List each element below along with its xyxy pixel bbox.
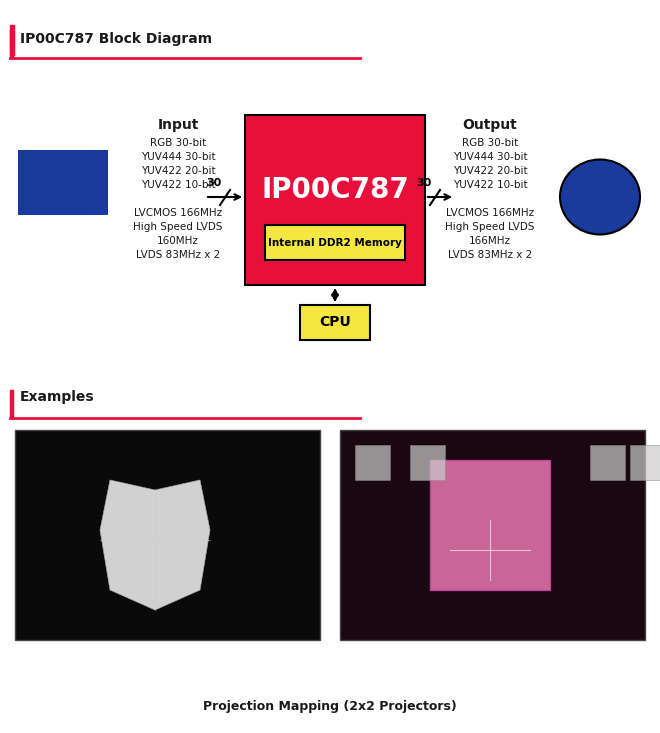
Text: YUV422 20-bit: YUV422 20-bit	[453, 166, 527, 176]
FancyBboxPatch shape	[245, 115, 425, 285]
Bar	[10, 25, 14, 55]
Text: LVDS 83MHz x 2: LVDS 83MHz x 2	[136, 250, 220, 260]
Text: YUV444 30-bit: YUV444 30-bit	[453, 152, 527, 162]
Text: Examples: Examples	[20, 390, 94, 404]
Bar	[430, 460, 550, 590]
Text: LVCMOS 166MHz: LVCMOS 166MHz	[134, 208, 222, 218]
Text: IP00C787 Block Diagram: IP00C787 Block Diagram	[20, 32, 212, 46]
Text: CPU: CPU	[319, 315, 351, 330]
Text: IP00C787: IP00C787	[261, 176, 409, 204]
Text: RGB 30-bit: RGB 30-bit	[150, 138, 206, 148]
Text: 160MHz: 160MHz	[157, 236, 199, 246]
Bar	[340, 430, 645, 640]
Text: LVDS 83MHz x 2: LVDS 83MHz x 2	[448, 250, 532, 260]
Bar	[10, 30, 13, 58]
Text: 166MHz: 166MHz	[469, 236, 511, 246]
FancyBboxPatch shape	[265, 225, 405, 260]
FancyBboxPatch shape	[300, 305, 370, 340]
Text: YUV422 10-bit: YUV422 10-bit	[141, 180, 215, 190]
Bar	[10, 390, 13, 418]
Bar	[630, 445, 660, 480]
Bar	[410, 445, 445, 480]
Text: RGB 30-bit: RGB 30-bit	[462, 138, 518, 148]
Text: Output: Output	[463, 118, 517, 132]
Text: Input: Input	[157, 118, 199, 132]
Bar	[590, 445, 625, 480]
Bar	[15, 430, 320, 640]
Text: Internal DDR2 Memory: Internal DDR2 Memory	[268, 237, 402, 248]
Polygon shape	[100, 480, 210, 610]
Text: 30: 30	[207, 178, 222, 188]
Text: YUV444 30-bit: YUV444 30-bit	[141, 152, 215, 162]
Bar	[355, 445, 390, 480]
Text: 30: 30	[416, 178, 432, 188]
Text: LVCMOS 166MHz: LVCMOS 166MHz	[446, 208, 534, 218]
Text: Projection Mapping (2x2 Projectors): Projection Mapping (2x2 Projectors)	[203, 700, 457, 713]
Ellipse shape	[560, 160, 640, 235]
Bar	[18, 150, 108, 215]
Text: YUV422 10-bit: YUV422 10-bit	[453, 180, 527, 190]
Text: High Speed LVDS: High Speed LVDS	[133, 222, 223, 232]
Text: YUV422 20-bit: YUV422 20-bit	[141, 166, 215, 176]
Text: High Speed LVDS: High Speed LVDS	[446, 222, 535, 232]
